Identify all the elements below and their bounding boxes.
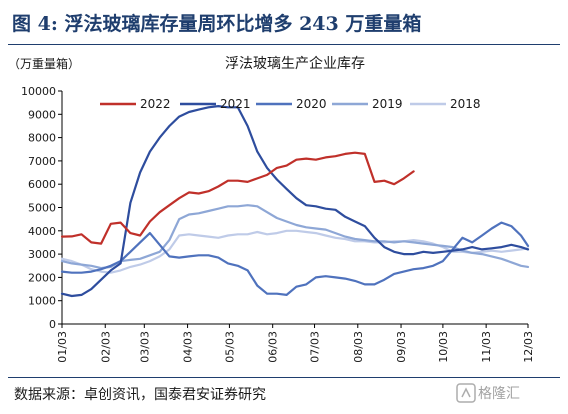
x-tick-label: 10/03 xyxy=(437,331,450,363)
chart-title: 浮法玻璃生产企业库存 xyxy=(225,55,365,72)
legend-label-2020: 2020 xyxy=(296,97,327,111)
x-tick-label: 12/03 xyxy=(522,331,535,363)
y-tick-label: 9000 xyxy=(28,108,56,121)
watermark: 格隆汇 xyxy=(456,380,554,406)
x-tick-label: 02/03 xyxy=(99,331,112,363)
y-axis-label: （万重量箱） xyxy=(8,56,80,71)
series-line-2021 xyxy=(60,104,530,298)
x-tick-label: 05/03 xyxy=(223,331,236,363)
figure-title: 图 4: 浮法玻璃库存量周环比增多 243 万重量箱 xyxy=(12,13,422,35)
y-tick-label: 0 xyxy=(49,318,56,331)
y-tick-label: 5000 xyxy=(28,202,56,215)
line-chart: 浮法玻璃生产企业库存 （万重量箱） 0 1000 2000 3000 4000 5000 600… xyxy=(8,55,535,363)
legend-label-2018: 2018 xyxy=(450,97,481,111)
x-tick-label: 09/03 xyxy=(395,331,408,363)
watermark-text: 格隆汇 xyxy=(478,386,520,402)
x-tick-label: 03/03 xyxy=(138,331,151,363)
x-tick-label: 06/03 xyxy=(267,331,280,363)
y-tick-label: 4000 xyxy=(28,225,56,238)
source-bar: 数据来源：卓创资讯，国泰君安证券研究 格隆汇 xyxy=(8,377,560,408)
y-tick-label: 8000 xyxy=(28,132,56,145)
x-tick-label: 08/03 xyxy=(352,331,365,363)
chart-container: 浮法玻璃生产企业库存 （万重量箱） 0 1000 2000 3000 4000 5000 600… xyxy=(0,50,568,375)
y-tick-label: 10000 xyxy=(21,85,56,98)
series-line-2019 xyxy=(60,204,530,270)
series-line-2022 xyxy=(60,151,415,245)
figure-title-bar: 图 4: 浮法玻璃库存量周环比增多 243 万重量箱 xyxy=(8,0,560,45)
y-tick-label: 1000 xyxy=(28,295,56,308)
legend-label-2022: 2022 xyxy=(140,97,171,111)
x-tick-label: 01/03 xyxy=(56,331,69,363)
x-tick-label: 07/03 xyxy=(309,331,322,363)
source-text: 数据来源：卓创资讯，国泰君安证券研究 xyxy=(14,387,266,403)
series-line-2020 xyxy=(60,221,530,296)
y-tick-label: 7000 xyxy=(28,155,56,168)
x-tick-label: 04/03 xyxy=(182,331,195,363)
legend-label-2021: 2021 xyxy=(220,97,251,111)
y-tick-label: 2000 xyxy=(28,271,56,284)
series-line-2018 xyxy=(60,229,530,274)
y-tick-label: 3000 xyxy=(28,248,56,261)
x-tick-label: 11/03 xyxy=(480,331,493,363)
legend-label-2019: 2019 xyxy=(372,97,403,111)
watermark-logo-icon xyxy=(456,383,476,403)
y-tick-label: 6000 xyxy=(28,178,56,191)
